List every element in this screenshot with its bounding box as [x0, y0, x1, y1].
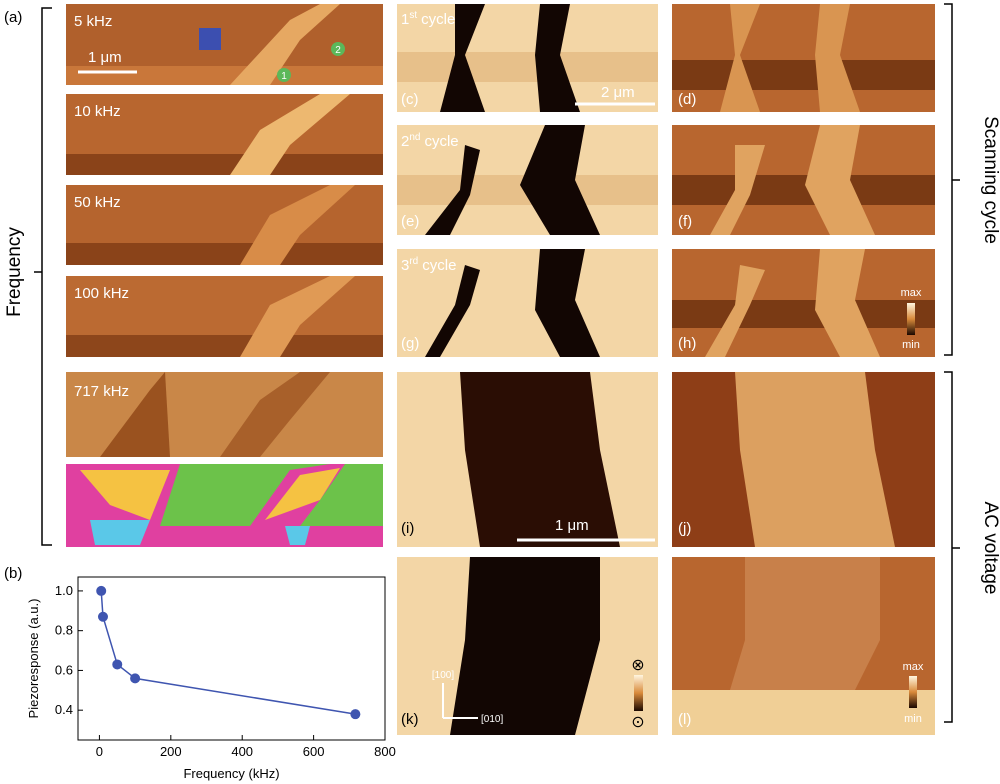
y-tick-label: 0.6: [55, 662, 73, 677]
panel-label: (k): [401, 711, 419, 728]
x-tick-label: 600: [303, 744, 325, 759]
panel-label: (l): [678, 711, 691, 728]
frame-label: 717 kHz: [74, 383, 129, 400]
x-tick-label: 200: [160, 744, 182, 759]
axis-direction: [100]: [432, 670, 454, 681]
x-tick-label: 400: [231, 744, 253, 759]
data-point: [350, 709, 361, 720]
y-tick-label: 0.4: [55, 702, 73, 717]
plot-frame: [77, 576, 386, 741]
side-label: AC voltage: [980, 502, 1000, 595]
panel-label: (b): [4, 565, 22, 582]
cycle-label: 1st cycle: [401, 10, 455, 28]
frame-label: 50 kHz: [74, 194, 121, 211]
scale-bar-label: 2 μm: [601, 84, 635, 101]
cycle-images-right: [672, 4, 935, 735]
cycle-images-left: [397, 4, 658, 735]
cycle-label: 3rd cycle: [401, 256, 456, 274]
x-tick-label: 800: [374, 744, 396, 759]
texts: (a) (b) 5 kHz 10 kHz 50 kHz 100 kHz 717 …: [4, 9, 1000, 731]
polarization-in: ⊗: [631, 657, 644, 674]
cycle-label: 2nd cycle: [401, 132, 459, 150]
panel-label: (h): [678, 335, 696, 352]
brackets: [34, 3, 960, 723]
y-tick-label: 1.0: [55, 583, 73, 598]
colorbar-max: max: [903, 661, 924, 673]
marker-label: 2: [335, 45, 341, 56]
frame-label: 100 kHz: [74, 285, 129, 302]
frame-label: 10 kHz: [74, 103, 121, 120]
y-axis-label: Piezoresponse (a.u.): [26, 599, 41, 719]
panel-label: (d): [678, 91, 696, 108]
polarization-out: ⊙: [631, 714, 644, 731]
y-tick-label: 0.8: [55, 623, 73, 638]
panel-label: (i): [401, 520, 414, 537]
frame-label: 5 kHz: [74, 13, 112, 30]
x-axis-label: Frequency (kHz): [183, 766, 279, 781]
scale-bar-label: 1 μm: [555, 517, 589, 534]
side-label: Frequency: [4, 227, 25, 317]
panel-label: (g): [401, 335, 419, 352]
colorbar-min: min: [902, 339, 920, 351]
colorbar-max: max: [901, 287, 922, 299]
panel-label: (j): [678, 520, 691, 537]
data-point: [96, 585, 107, 596]
axis-direction: [010]: [481, 714, 503, 725]
panel-label: (a): [4, 9, 22, 26]
panel-label: (c): [401, 91, 419, 108]
x-tick-label: 0: [96, 744, 103, 759]
freq-images: [66, 4, 383, 547]
scale-bar-label: 1 μm: [88, 49, 122, 66]
data-point: [112, 659, 123, 670]
side-label: Scanning cycle: [980, 116, 1000, 244]
data-line: [100, 590, 356, 715]
panel-label: (e): [401, 213, 419, 230]
chart: 0 200 400 600 800 0.4 0.6 0.8 1.0 Frequency (kHz)…: [26, 576, 396, 781]
data-point: [130, 673, 141, 684]
colorbar-min: min: [904, 713, 922, 725]
data-point: [97, 611, 108, 622]
panel-label: (f): [678, 213, 692, 230]
marker-label: 1: [281, 71, 287, 82]
